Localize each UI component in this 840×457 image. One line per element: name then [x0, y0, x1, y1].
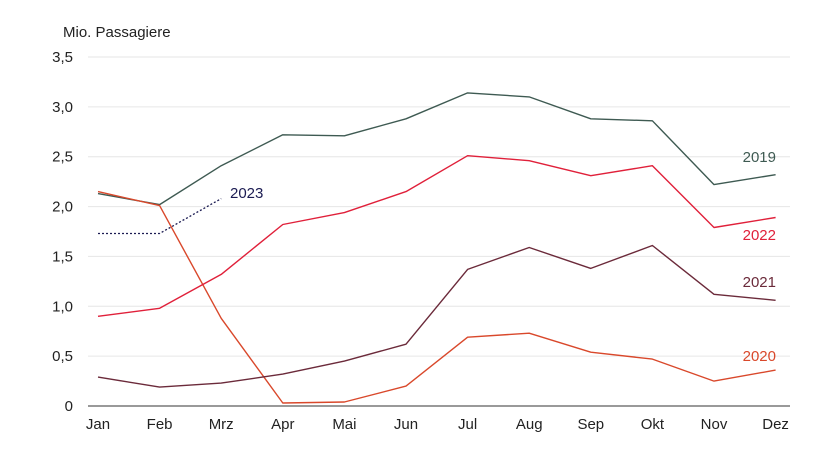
series-line-2021: [97, 244, 776, 388]
y-tick-label: 2,5: [52, 149, 73, 166]
x-tick-label: Jan: [86, 416, 110, 433]
x-tick-label: Feb: [147, 416, 173, 433]
x-tick-label: Mrz: [209, 416, 234, 433]
x-tick-label: Mai: [332, 416, 356, 433]
x-tick-label: Jul: [458, 416, 477, 433]
x-tick-label: Okt: [641, 416, 665, 433]
series-label-2021: 2021: [743, 274, 776, 291]
y-tick-label: 3,0: [52, 99, 73, 116]
y-tick-label: 3,5: [52, 49, 73, 66]
x-tick-label: Dez: [762, 416, 789, 433]
y-tick-label: 1,0: [52, 298, 73, 315]
y-axis-label: Mio. Passagiere: [63, 24, 171, 41]
series-line-2019: [97, 92, 776, 206]
x-tick-label: Nov: [701, 416, 728, 433]
x-tick-labels: Jan Feb Mrz Apr Mai Jun Jul Aug Sep Okt Nov Dez: [86, 416, 789, 433]
grid-layer: [88, 56, 790, 407]
series-line-2023: [98, 198, 222, 235]
x-tick-label: Jun: [394, 416, 418, 433]
series-layer: [97, 92, 776, 404]
x-tick-label: Sep: [577, 416, 604, 433]
series-label-2019: 2019: [743, 149, 776, 166]
y-tick-labels: 0 0,5 1,0 1,5 2,0 2,5 3,0 3,5: [52, 49, 73, 415]
x-tick-label: Apr: [271, 416, 294, 433]
x-tick-label: Aug: [516, 416, 543, 433]
series-label-2020: 2020: [743, 348, 776, 365]
y-tick-label: 0,5: [52, 348, 73, 365]
series-labels: 2019 2020 2021 2022 2023: [230, 149, 776, 365]
y-tick-label: 1,5: [52, 248, 73, 265]
series-line-2022: [97, 154, 776, 317]
series-line-2020: [97, 190, 776, 404]
y-tick-label: 2,0: [52, 199, 73, 216]
series-label-2023: 2023: [230, 185, 263, 202]
y-tick-label: 0: [65, 398, 73, 415]
series-label-2022: 2022: [743, 227, 776, 244]
